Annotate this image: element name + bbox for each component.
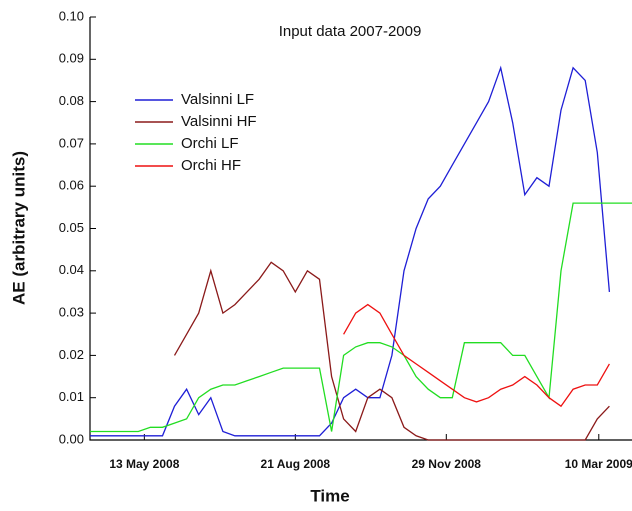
y-axis-label: AE (arbitrary units) — [9, 151, 28, 305]
legend-label: Orchi HF — [181, 157, 241, 174]
y-tick-label: 0.07 — [59, 135, 84, 150]
y-tick-label: 0.01 — [59, 389, 84, 404]
y-tick-label: 0.02 — [59, 347, 84, 362]
y-tick-label: 0.08 — [59, 93, 84, 108]
y-tick-label: 0.03 — [59, 305, 84, 320]
x-tick-label: 29 Nov 2008 — [412, 457, 482, 471]
x-tick-label: 21 Aug 2008 — [261, 457, 331, 471]
chart-title: Input data 2007-2009 — [279, 23, 422, 40]
series-line — [173, 261, 610, 441]
series-line — [90, 202, 632, 433]
legend-label: Orchi LF — [181, 135, 239, 152]
y-tick-label: 0.06 — [59, 178, 84, 193]
x-axis-label: Time — [310, 486, 349, 505]
y-tick-label: 0.05 — [59, 220, 84, 235]
y-tick-label: 0.10 — [59, 8, 84, 23]
y-tick-label: 0.04 — [59, 262, 84, 277]
series-line — [90, 65, 611, 437]
x-tick-label: 10 Mar 2009 — [565, 457, 632, 471]
legend-label: Valsinni LF — [181, 91, 254, 108]
x-tick-label: 13 May 2008 — [109, 457, 179, 471]
y-tick-label: 0.09 — [59, 51, 84, 66]
series-line — [343, 303, 610, 408]
legend-label: Valsinni HF — [181, 113, 257, 130]
y-tick-label: 0.00 — [59, 431, 84, 446]
